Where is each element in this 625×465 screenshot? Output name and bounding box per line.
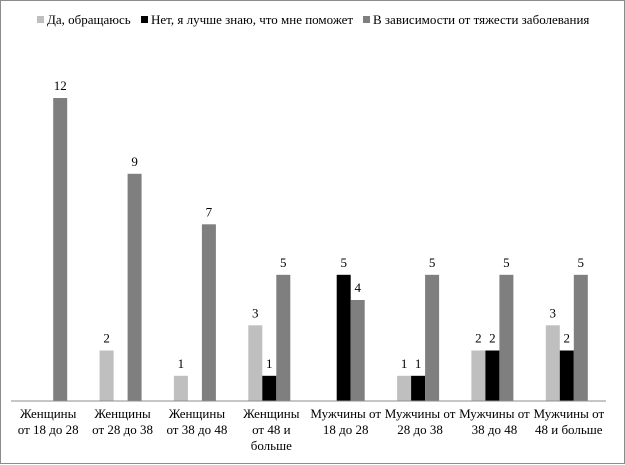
bar-s1-c7	[559, 350, 574, 401]
bar-s0-c1	[99, 350, 114, 401]
data-label-s0-c6: 2	[475, 331, 482, 346]
bar-s1-c4	[336, 274, 351, 402]
x-tick-label-1: Женщины от 28 до 38	[92, 406, 153, 437]
x-tick-label-4: Мужчины от 18 до 28	[310, 406, 381, 437]
x-axis: Женщины от 18 до 28 Женщины от 28 до 38 Женщ…	[11, 400, 606, 453]
bar-s1-c6	[485, 350, 500, 401]
x-tick-label-5: Мужчины от 28 до 38	[385, 406, 456, 437]
x-tick-label-7: Мужчины от 48 и больше	[533, 406, 604, 437]
data-label-s2-c3: 5	[280, 255, 287, 270]
legend-swatch-0	[37, 16, 44, 23]
data-label-s2-c6: 5	[503, 255, 510, 270]
data-label-s0-c5: 1	[401, 356, 408, 371]
legend-item-2: В зависимости от тяжести заболевания	[363, 12, 589, 27]
data-label-s0-c7: 3	[550, 305, 557, 320]
legend-label-1: Нет, я лучше знаю, что мне поможет	[151, 12, 353, 27]
bar-s1-c5	[411, 375, 426, 402]
bar-s2-c3	[276, 274, 291, 402]
data-label-s1-c7: 2	[564, 331, 571, 346]
legend: Да, обращаюсь Нет, я лучше знаю, что мне …	[37, 12, 589, 27]
bar-s1-c3	[262, 375, 277, 402]
data-label-s2-c1: 9	[131, 154, 138, 169]
data-label-s0-c2: 1	[178, 356, 185, 371]
bar-s0-c6	[471, 350, 486, 401]
legend-swatch-1	[141, 16, 148, 23]
data-label-s1-c6: 2	[489, 331, 496, 346]
data-label-s2-c7: 5	[578, 255, 585, 270]
data-label-s2-c2: 7	[206, 204, 213, 219]
bar-s2-c1	[127, 173, 142, 402]
bar-s0-c7	[545, 325, 560, 402]
bar-s2-c6	[499, 274, 514, 402]
bar-s2-c2	[201, 224, 216, 402]
data-label-s1-c3: 1	[266, 356, 273, 371]
bar-s2-c7	[573, 274, 588, 402]
legend-item-0: Да, обращаюсь	[37, 12, 131, 27]
bar-s0-c2	[173, 375, 188, 402]
x-tick-label-6: Мужчины от 38 до 48	[459, 406, 530, 437]
data-label-s2-c0: 12	[54, 78, 67, 93]
x-tick-label-0: Женщины от 18 до 28	[18, 406, 79, 437]
x-tick-label-3: Женщины от 48 и больше	[243, 406, 300, 453]
bar-s2-c4	[350, 300, 365, 401]
data-label-s2-c4: 4	[354, 280, 361, 295]
bar-s0-c5	[397, 375, 412, 402]
data-label-s2-c5: 5	[429, 255, 436, 270]
bar-s0-c3	[248, 325, 263, 402]
data-label-s1-c4: 5	[340, 255, 347, 270]
data-label-s1-c5: 1	[415, 356, 422, 371]
data-label-s0-c3: 3	[252, 305, 259, 320]
bar-s2-c0	[53, 98, 68, 401]
bar-s2-c5	[425, 274, 440, 402]
x-tick-label-2: Женщины от 38 до 48	[166, 406, 227, 437]
legend-label-2: В зависимости от тяжести заболевания	[373, 12, 589, 27]
legend-label-0: Да, обращаюсь	[47, 12, 131, 27]
legend-swatch-2	[363, 16, 370, 23]
data-label-s0-c1: 2	[103, 331, 110, 346]
legend-item-1: Нет, я лучше знаю, что мне поможет	[141, 12, 353, 27]
